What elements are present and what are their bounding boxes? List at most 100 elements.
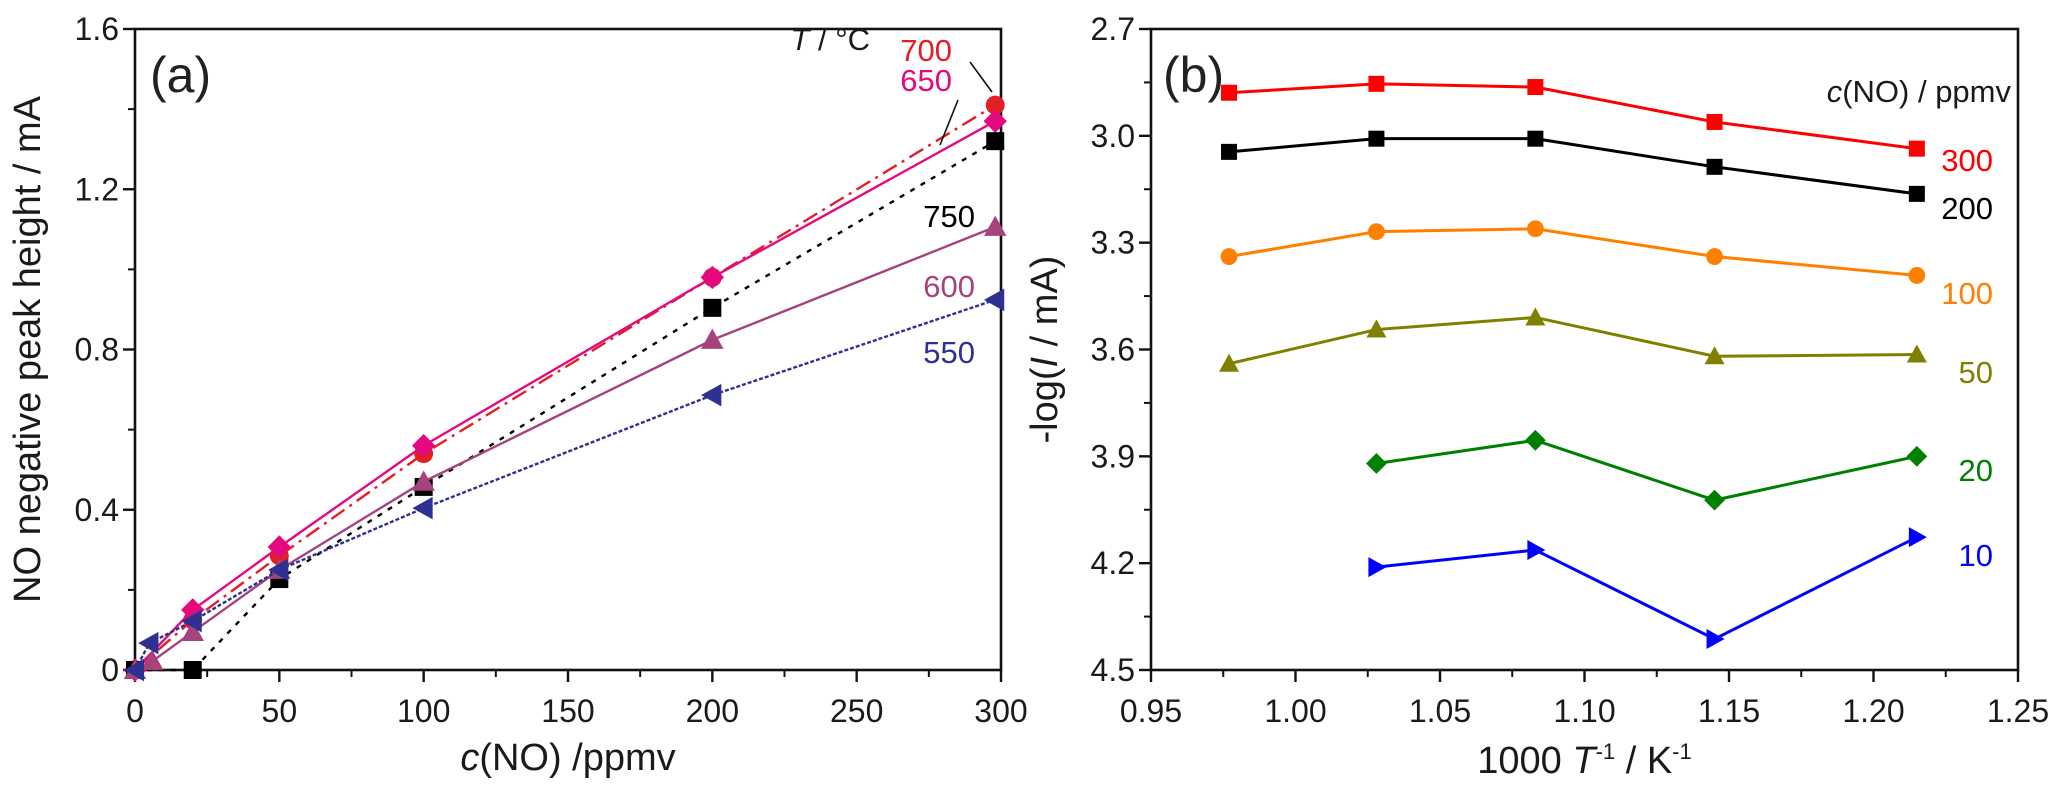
data-point-750	[183, 661, 202, 679]
x-tick-label: 0.95	[1120, 693, 1182, 729]
leader-line-650	[939, 99, 959, 146]
series-20: 20	[1366, 429, 1993, 511]
y-tick-label: 3.6	[1091, 332, 1135, 368]
data-point-20	[1366, 453, 1387, 474]
data-point-100	[1526, 220, 1544, 238]
data-point-600	[141, 649, 164, 671]
series-line-20	[1376, 438, 1918, 502]
data-point-300	[1221, 84, 1238, 101]
series-label-200: 200	[1941, 191, 1993, 226]
y-tick-label: 3.3	[1091, 225, 1135, 261]
x-axis-title: c(NO) /ppmv	[460, 737, 675, 779]
series-line-600	[134, 225, 996, 672]
x-title-part: / K	[1615, 740, 1672, 782]
data-point-100	[1220, 248, 1238, 265]
legend-title-rest: / °C	[809, 22, 870, 57]
y-tick-label: 1.2	[75, 171, 119, 207]
y-tick-label: 1.6	[75, 11, 119, 47]
x-tick-label: 1.10	[1553, 693, 1615, 729]
legend-title-italic: T	[790, 22, 811, 57]
data-point-700	[985, 95, 1005, 115]
data-point-50	[1906, 344, 1927, 363]
series-line-700	[134, 104, 996, 671]
series-200: 200	[1221, 130, 1993, 226]
x-tick-label: 0	[126, 693, 144, 729]
data-point-300	[1706, 113, 1723, 130]
series-label-550: 550	[923, 335, 975, 370]
data-point-100	[1908, 267, 1926, 284]
series-line-50	[1228, 315, 1917, 366]
y-tick-label: 4.2	[1091, 545, 1135, 581]
data-point-200	[1527, 130, 1544, 147]
data-point-50	[1366, 319, 1387, 338]
data-point-650	[983, 109, 1007, 133]
series-650: 650	[123, 63, 1007, 682]
data-point-600	[181, 620, 204, 641]
data-point-550	[412, 496, 433, 520]
series-line-100	[1228, 227, 1917, 277]
panel-a: 0 50 100 150 200 250 300 0 0.4 0.8 1.2 1.6 (a) c(NO) …	[7, 11, 1028, 779]
data-point-300	[1908, 140, 1925, 157]
data-point-20	[1524, 429, 1546, 451]
data-point-10	[1706, 629, 1725, 650]
y-title-part: -log(	[1024, 367, 1066, 443]
data-point-550	[138, 631, 159, 655]
data-point-600	[983, 215, 1007, 236]
plot-frame	[133, 27, 1003, 672]
data-point-20	[1704, 489, 1725, 511]
series-label-100: 100	[1941, 276, 1993, 311]
series-600: 600	[123, 215, 1007, 679]
data-point-50	[1219, 353, 1240, 372]
x-axis-title: 1000 T-1 / K-1	[1477, 739, 1691, 782]
series-label-700: 700	[900, 33, 952, 68]
panel-b: 0.95 1.00 1.05 1.10 1.15 1.20 1.25 2.7 3.0 3.3 3.6…	[1024, 11, 2049, 782]
x-axis-title-italic: c	[460, 737, 479, 779]
x-tick-label: 250	[830, 693, 883, 729]
data-point-550	[983, 288, 1005, 312]
data-point-650	[411, 433, 436, 458]
series-label-50: 50	[1959, 355, 1993, 390]
x-tick-label: 300	[974, 693, 1027, 729]
data-point-750	[986, 132, 1005, 151]
data-point-200	[1221, 143, 1238, 160]
panel-label: (a)	[150, 47, 211, 103]
series-line-300	[1228, 82, 1918, 151]
y-tick-label: 4.5	[1091, 652, 1135, 688]
series-700: 700	[125, 33, 1005, 680]
series-300: 300	[1221, 75, 1993, 178]
y-tick-label: 3.0	[1091, 118, 1135, 154]
y-tick-label: 0.8	[75, 332, 119, 368]
series-line-650	[134, 120, 996, 671]
data-point-10	[1527, 539, 1546, 560]
leader-line-700	[969, 61, 993, 93]
series-line-550	[133, 298, 996, 671]
x-tick-label: 100	[397, 693, 450, 729]
x-tick-label: 200	[686, 693, 739, 729]
series-label-600: 600	[923, 269, 975, 304]
x-axis-title-rest: (NO) /ppmv	[479, 737, 675, 779]
series-line-200	[1228, 137, 1918, 196]
panel-label: (b)	[1163, 47, 1224, 103]
data-point-50	[1704, 346, 1725, 365]
data-point-50	[1525, 307, 1546, 326]
data-point-10	[1908, 527, 1927, 548]
data-point-600	[412, 470, 435, 491]
x-title-sup: -1	[1672, 739, 1692, 764]
series-100: 100	[1220, 220, 1993, 311]
data-point-550	[268, 558, 289, 582]
x-tick-label: 50	[262, 693, 298, 729]
series-50: 50	[1219, 307, 1993, 390]
y-tick-label: 0.4	[75, 492, 119, 528]
data-point-10	[1368, 557, 1387, 578]
data-point-200	[1368, 130, 1385, 147]
x-tick-label: 1.00	[1264, 693, 1326, 729]
x-title-sup: -1	[1596, 739, 1616, 764]
x-title-part: 1000	[1477, 740, 1572, 782]
legend-title: T / °C	[790, 22, 870, 57]
data-point-550	[701, 383, 722, 407]
y-tick-label: 2.7	[1091, 11, 1135, 47]
data-point-100	[1706, 248, 1723, 265]
x-tick-label: 1.25	[1987, 693, 2049, 729]
data-point-650	[267, 535, 292, 559]
